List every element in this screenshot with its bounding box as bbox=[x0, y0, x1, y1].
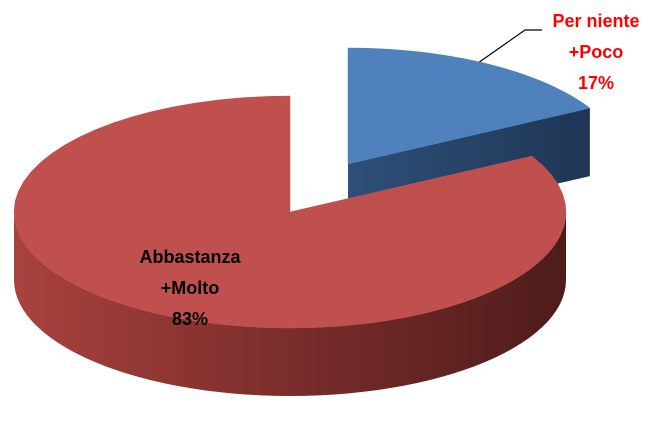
slice bbox=[13, 95, 567, 329]
category-label: Abbastanza +Molto bbox=[139, 247, 241, 298]
category-label: Per niente +Poco bbox=[552, 11, 640, 62]
slice bbox=[347, 47, 591, 165]
slice-label: Per niente +Poco 17% bbox=[536, 6, 656, 99]
value-label: 83% bbox=[171, 309, 209, 329]
slice-label: Abbastanza +Molto 83% bbox=[125, 242, 255, 335]
leader-line bbox=[467, 29, 542, 71]
value-label: 17% bbox=[577, 73, 615, 93]
slice-side bbox=[14, 212, 566, 396]
